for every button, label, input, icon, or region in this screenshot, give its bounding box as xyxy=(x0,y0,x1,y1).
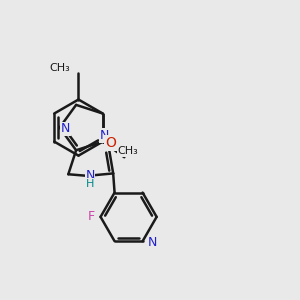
Text: N: N xyxy=(85,169,95,182)
Text: N: N xyxy=(148,236,158,249)
Text: O: O xyxy=(105,136,116,150)
Text: N: N xyxy=(61,122,70,136)
Text: N: N xyxy=(100,129,110,142)
Text: F: F xyxy=(87,210,94,224)
Text: CH₃: CH₃ xyxy=(49,63,70,73)
Text: H: H xyxy=(85,178,94,188)
Text: CH₃: CH₃ xyxy=(117,146,138,156)
